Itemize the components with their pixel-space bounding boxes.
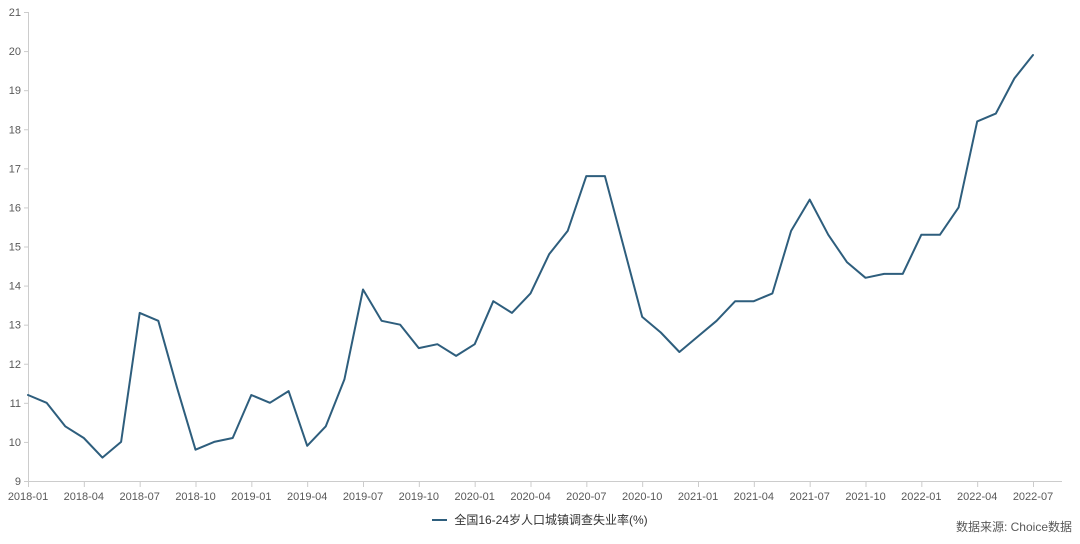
y-tick-label: 18 <box>9 124 21 136</box>
y-tick-label: 19 <box>9 85 21 97</box>
x-tick-label: 2018-07 <box>119 491 159 503</box>
x-tick-label: 2022-07 <box>1013 491 1053 503</box>
y-tick-label: 20 <box>9 46 21 58</box>
y-tick-label: 11 <box>10 398 21 410</box>
x-tick-label: 2022-04 <box>957 491 997 503</box>
y-tick-label: 9 <box>15 476 21 488</box>
x-tick-label: 2018-04 <box>64 491 104 503</box>
y-tick-label: 16 <box>9 202 21 214</box>
x-tick-label: 2019-01 <box>231 491 271 503</box>
x-tick-label: 2019-10 <box>399 491 439 503</box>
data-source-note: 数据来源: Choice数据 <box>955 520 1072 534</box>
legend-item-unemployment-rate[interactable]: 全国16-24岁人口城镇调查失业率(%) <box>432 511 648 528</box>
x-tick-label: 2018-01 <box>8 491 48 503</box>
y-tick-label: 17 <box>9 163 21 175</box>
legend-line-marker-icon <box>432 518 448 521</box>
legend-label: 全国16-24岁人口城镇调查失业率(%) <box>454 513 648 527</box>
y-tick-label: 14 <box>9 281 21 293</box>
x-tick-label: 2020-07 <box>566 491 606 503</box>
y-tick-label: 13 <box>9 320 21 332</box>
series-line-unemployment-rate <box>27 54 1034 459</box>
y-tick-label: 21 <box>9 7 21 19</box>
x-tick-label: 2019-04 <box>287 491 327 503</box>
x-tick-label: 2021-04 <box>734 491 774 503</box>
x-tick-label: 2020-10 <box>622 491 662 503</box>
x-tick-label: 2020-01 <box>454 491 494 503</box>
y-tick-label: 12 <box>9 359 21 371</box>
x-tick-label: 2021-07 <box>789 491 829 503</box>
x-tick-label: 2020-04 <box>510 491 550 503</box>
x-tick-label: 2022-01 <box>901 491 941 503</box>
y-tick-label: 15 <box>9 242 21 254</box>
x-tick-label: 2018-10 <box>175 491 215 503</box>
x-tick-label: 2019-07 <box>343 491 383 503</box>
x-tick-label: 2021-10 <box>845 491 885 503</box>
x-tick-label: 2021-01 <box>678 491 718 503</box>
legend: 全国16-24岁人口城镇调查失业率(%) <box>0 511 1080 528</box>
y-tick-label: 10 <box>9 437 21 449</box>
